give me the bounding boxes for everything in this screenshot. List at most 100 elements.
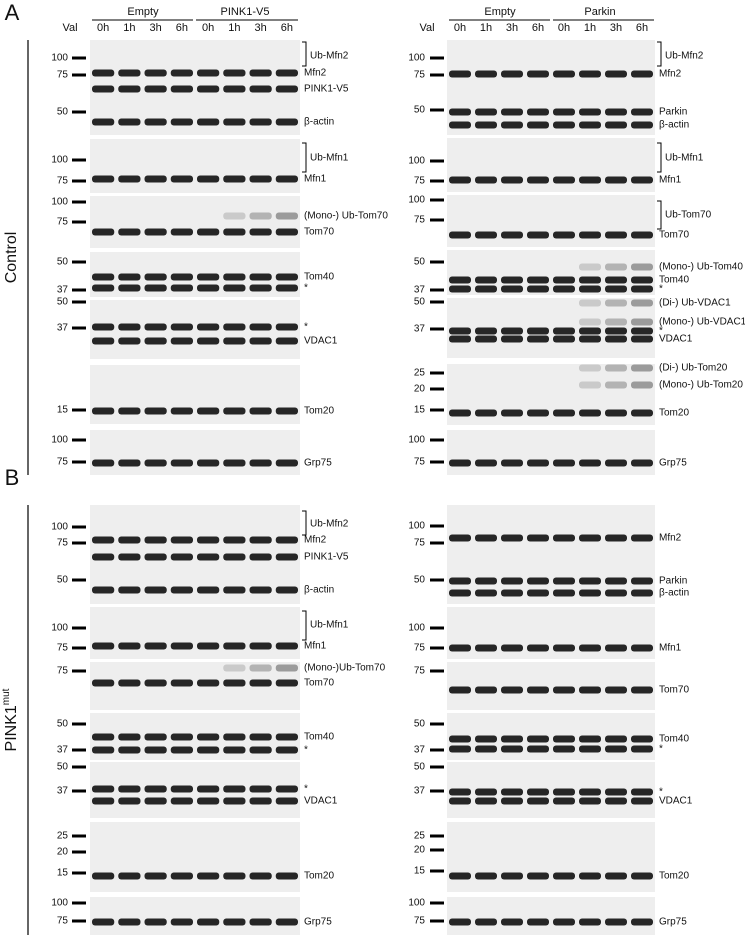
band: [501, 589, 523, 597]
band: [170, 284, 193, 292]
band: [579, 108, 601, 116]
marker-tick: [72, 288, 86, 292]
time-label: 3h: [255, 22, 267, 34]
band: [475, 459, 497, 467]
band-label: *: [304, 283, 308, 294]
band-label: Tom20: [659, 871, 689, 882]
marker-tick: [430, 919, 444, 923]
band: [631, 299, 653, 307]
band: [501, 735, 523, 743]
band: [92, 69, 115, 77]
band: [92, 284, 115, 292]
band: [144, 586, 167, 594]
band: [275, 175, 298, 183]
band-label: Grp75: [659, 917, 687, 928]
band: [92, 273, 115, 281]
marker-label: 75: [57, 666, 69, 677]
band: [527, 409, 549, 417]
marker-label: 100: [408, 156, 425, 167]
marker-tick: [72, 220, 86, 224]
band: [579, 918, 601, 926]
marker-label: 100: [51, 623, 68, 634]
band: [170, 642, 193, 650]
band: [223, 872, 246, 880]
band-label: (Di-) Ub-VDAC1: [659, 298, 731, 309]
band-label: Mfn2: [304, 535, 327, 546]
marker-tick: [72, 525, 86, 529]
band: [475, 121, 497, 129]
band: [249, 733, 272, 741]
marker-tick: [430, 578, 444, 582]
band: [579, 589, 601, 597]
marker-label: 100: [408, 195, 425, 206]
band: [223, 553, 246, 561]
band: [144, 553, 167, 561]
band: [118, 69, 141, 77]
condition-sup: mut: [1, 688, 12, 705]
blot: [447, 897, 655, 935]
marker-tick: [430, 327, 444, 331]
band: [527, 735, 549, 743]
marker-tick: [72, 748, 86, 752]
band: [197, 785, 220, 793]
band: [197, 642, 220, 650]
band-label: Parkin: [659, 576, 687, 587]
band: [501, 285, 523, 293]
marker-tick: [72, 438, 86, 442]
band: [249, 785, 272, 793]
marker-tick: [72, 722, 86, 726]
band: [197, 918, 220, 926]
band: [501, 745, 523, 753]
band: [144, 69, 167, 77]
marker-tick: [430, 669, 444, 673]
band: [449, 231, 471, 239]
band: [579, 263, 601, 271]
band: [118, 746, 141, 754]
band: [631, 589, 653, 597]
band: [527, 327, 549, 335]
band: [170, 337, 193, 345]
band: [92, 642, 115, 650]
time-label: 1h: [584, 22, 596, 34]
group-label: Parkin: [584, 6, 615, 18]
band: [631, 121, 653, 129]
band: [223, 323, 246, 331]
band: [144, 284, 167, 292]
band: [475, 745, 497, 753]
band: [275, 323, 298, 331]
time-label: 3h: [610, 22, 622, 34]
band: [553, 797, 575, 805]
marker-tick: [72, 901, 86, 905]
time-label: 1h: [480, 22, 492, 34]
band-label: (Mono-)Ub-Tom70: [304, 663, 386, 674]
marker-label: 100: [408, 898, 425, 909]
band: [605, 70, 627, 78]
band: [144, 85, 167, 93]
marker-label: 75: [57, 457, 69, 468]
marker-label: 100: [408, 623, 425, 634]
band-label: Tom70: [659, 230, 689, 241]
marker-tick: [72, 56, 86, 60]
band: [223, 679, 246, 687]
marker-label: 50: [414, 575, 426, 586]
band: [579, 176, 601, 184]
band: [605, 409, 627, 417]
band: [579, 459, 601, 467]
band: [92, 553, 115, 561]
marker-label: 75: [57, 70, 69, 81]
band-label: Ub-Mfn1: [310, 620, 349, 631]
band: [631, 644, 653, 652]
time-label: 0h: [97, 22, 109, 34]
band: [223, 746, 246, 754]
band: [605, 285, 627, 293]
band: [475, 335, 497, 343]
time-label: 0h: [558, 22, 570, 34]
marker-label: 15: [414, 405, 426, 416]
marker-label: 75: [414, 70, 426, 81]
band: [275, 733, 298, 741]
band: [631, 364, 653, 372]
band: [475, 644, 497, 652]
band: [579, 381, 601, 389]
band: [553, 745, 575, 753]
band: [527, 176, 549, 184]
